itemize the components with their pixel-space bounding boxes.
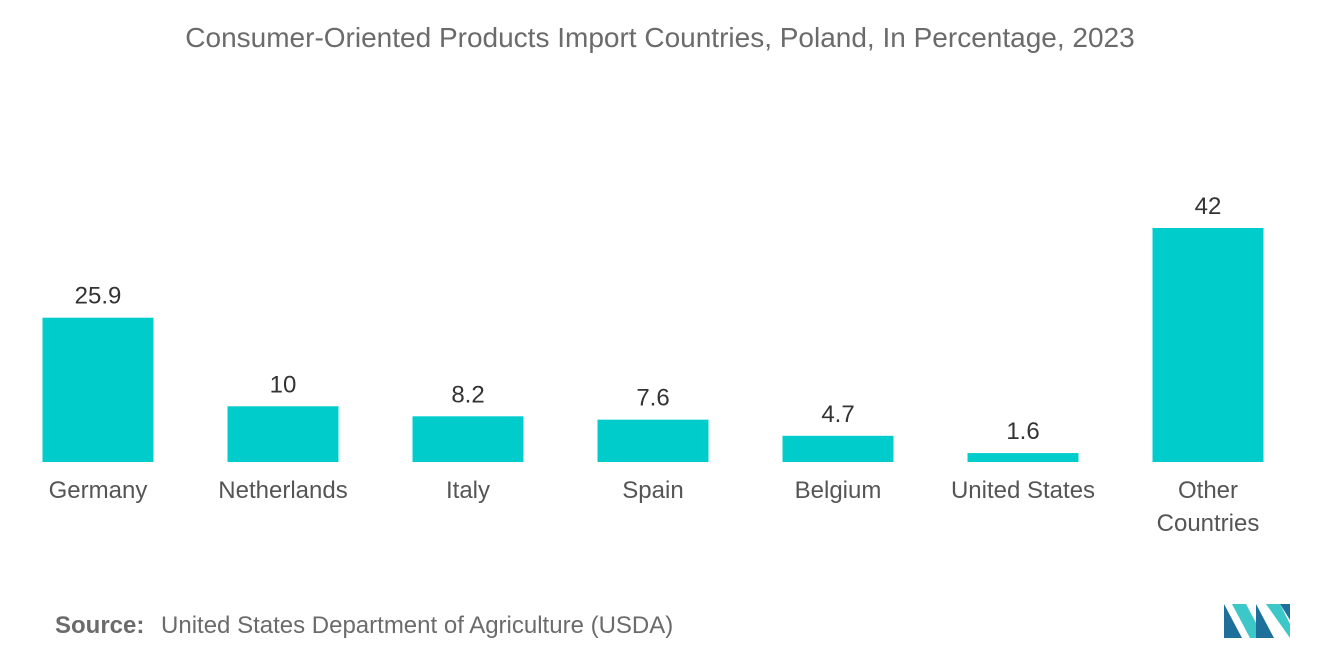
bar-chart: 25.9 Germany 10 Netherlands 8.2 Italy 7.6 Spain… [42, 193, 1264, 537]
source-text: United States Department of Agriculture … [161, 612, 674, 639]
data-label: 25.9 [75, 283, 122, 310]
bar-spain [597, 419, 709, 462]
category-label: Germany [49, 477, 148, 504]
category-label: Countries [1157, 510, 1260, 537]
mordor-logo-icon [1224, 604, 1290, 638]
category-label: Netherlands [218, 477, 347, 504]
data-label: 8.2 [451, 381, 484, 408]
bar-other-countries [1152, 228, 1264, 462]
data-label: 42 [1195, 193, 1222, 220]
data-label: 7.6 [636, 385, 669, 412]
category-label: Belgium [795, 477, 882, 504]
chart-title: Consumer-Oriented Products Import Countr… [185, 22, 1135, 53]
bar-united-states [967, 453, 1079, 462]
bar-belgium [782, 435, 894, 462]
data-label: 4.7 [821, 401, 854, 428]
source-line: Source: United States Department of Agri… [55, 612, 673, 640]
bar-italy [412, 416, 524, 462]
bar-germany [42, 317, 154, 462]
source-label: Source: [55, 612, 145, 639]
category-label: United States [951, 477, 1095, 504]
bar-netherlands [227, 406, 339, 462]
data-label: 1.6 [1006, 418, 1039, 445]
category-label: Spain [622, 477, 683, 504]
data-label: 10 [270, 371, 297, 398]
category-label: Other [1178, 477, 1238, 504]
category-label: Italy [446, 477, 490, 504]
